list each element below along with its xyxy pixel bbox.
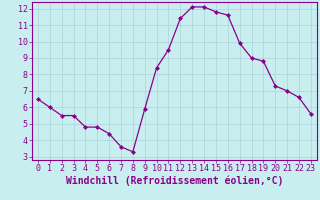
- X-axis label: Windchill (Refroidissement éolien,°C): Windchill (Refroidissement éolien,°C): [66, 176, 283, 186]
